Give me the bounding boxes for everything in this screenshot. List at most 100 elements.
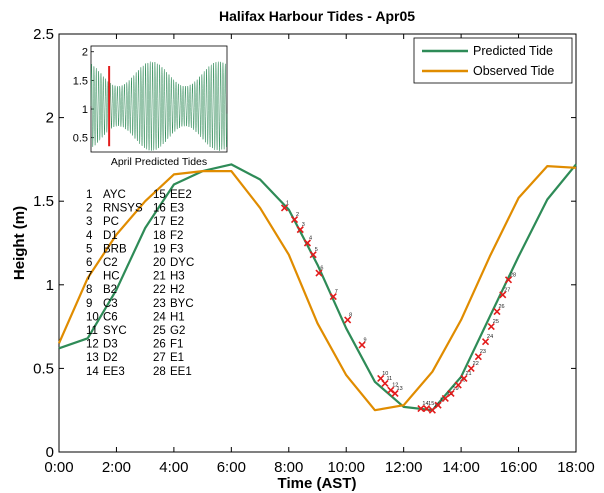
sample-marker: 3 (296, 222, 305, 234)
station-key-code: H1 (170, 311, 185, 323)
x-tick-label: 8:00 (274, 459, 303, 476)
station-key-number: 2 (86, 203, 92, 215)
x-tick-label: 0:00 (44, 459, 73, 476)
station-key-number: 20 (153, 257, 166, 269)
sample-markers: 1234567891011121314151617181920212223242… (280, 200, 516, 414)
sample-marker: 5 (309, 247, 318, 259)
station-key-code: E1 (170, 352, 184, 364)
station-key-code: F2 (170, 230, 183, 242)
station-key-code: EE3 (103, 366, 125, 378)
station-key-code: B2 (103, 284, 117, 296)
sample-marker: 13 (391, 386, 403, 398)
inset-y-tick-label: 1.5 (73, 75, 88, 87)
station-key-number: 4 (86, 230, 93, 242)
station-key-number: 26 (153, 339, 166, 351)
y-tick-label: 0 (46, 444, 54, 461)
marker-cross (315, 269, 323, 277)
marker-cross (290, 216, 299, 224)
station-key-number: 27 (153, 352, 166, 364)
inset-chart: 2 1.5 1 0.5 April Predicted Tides (73, 45, 228, 168)
y-tick-label: 2 (46, 110, 54, 127)
inset-y-tick-label: 2 (82, 47, 88, 59)
x-tick-label: 4:00 (159, 459, 188, 476)
marker-label: 7 (335, 289, 338, 295)
sample-marker: 27 (499, 287, 510, 299)
marker-label: 11 (386, 376, 392, 382)
x-tick-label: 12:00 (385, 459, 423, 476)
marker-cross (499, 291, 507, 299)
legend-label-predicted: Predicted Tide (473, 44, 553, 58)
marker-label: 5 (315, 247, 318, 253)
y-tick-label: 1.5 (33, 193, 54, 210)
legend-box (413, 37, 573, 84)
marker-cross (344, 316, 352, 324)
station-key-number: 10 (86, 311, 99, 323)
marker-label: 3 (302, 222, 305, 228)
station-key-code: D3 (103, 339, 118, 351)
station-key-number: 21 (153, 271, 166, 283)
marker-label: 9 (364, 337, 367, 343)
sample-marker: 11 (381, 376, 392, 388)
station-key-code: D2 (103, 352, 118, 364)
sample-marker: 26 (493, 304, 505, 316)
marker-label: 4 (309, 236, 312, 242)
x-tick-label: 18:00 (557, 459, 595, 476)
station-key-code: E2 (170, 216, 184, 228)
predicted-tide-line (58, 163, 577, 412)
station-key-number: 24 (153, 311, 166, 323)
marker-cross (460, 374, 468, 382)
station-key-number: 18 (153, 230, 166, 242)
marker-cross (481, 338, 490, 346)
marker-cross (381, 379, 389, 388)
station-key-number: 15 (153, 189, 166, 201)
sample-marker: 4 (303, 236, 312, 247)
station-key-code: F1 (170, 339, 183, 351)
station-key-number: 14 (86, 366, 99, 378)
station-key-number: 11 (86, 325, 98, 337)
sample-marker: 8 (344, 312, 352, 324)
marker-cross (329, 292, 337, 301)
observed-tide-line (57, 165, 577, 412)
sample-marker: 24 (481, 334, 493, 346)
marker-cross (391, 389, 399, 398)
marker-cross (454, 381, 462, 389)
series-layer (57, 163, 577, 412)
marker-cross (467, 364, 475, 372)
marker-label: 27 (504, 287, 510, 293)
marker-cross (309, 251, 317, 259)
station-key-number: 5 (86, 243, 92, 255)
station-key-code: DYC (170, 257, 194, 269)
marker-cross (358, 341, 366, 349)
station-key-number: 6 (86, 257, 92, 269)
sample-marker: 28 (504, 272, 516, 284)
sample-marker: 14 (417, 401, 429, 413)
sample-marker: 21 (460, 371, 472, 382)
station-key-number: 9 (86, 298, 92, 310)
marker-label: 22 (473, 361, 479, 367)
x-tick-label: 2:00 (102, 459, 131, 476)
legend: Predicted Tide Observed Tide (413, 37, 573, 84)
marker-label: 19 (453, 386, 459, 392)
x-tick-label: 10:00 (327, 459, 365, 476)
y-axis-label: Height (m) (11, 206, 28, 280)
y-tick-label: 2.5 (33, 26, 54, 43)
chart-title: Halifax Harbour Tides - Apr05 (219, 8, 415, 24)
marker-cross (387, 386, 395, 394)
x-tick-label: 14:00 (442, 459, 480, 476)
sample-marker: 15 (423, 401, 434, 413)
marker-label: 25 (493, 319, 499, 325)
inset-caption: April Predicted Tides (111, 156, 207, 168)
marker-cross (428, 406, 436, 414)
marker-cross (417, 404, 425, 413)
y-tick-label: 0.5 (33, 360, 54, 377)
marker-label: 28 (510, 272, 516, 278)
marker-label: 24 (487, 334, 493, 340)
marker-label: 12 (392, 383, 398, 389)
marker-cross (493, 307, 501, 316)
inset-y-axis: 2 1.5 1 0.5 (73, 47, 94, 145)
marker-cross (434, 401, 442, 409)
marker-cross (280, 204, 289, 212)
y-tick-label: 1 (46, 277, 54, 294)
x-tick-label: 16:00 (500, 459, 538, 476)
